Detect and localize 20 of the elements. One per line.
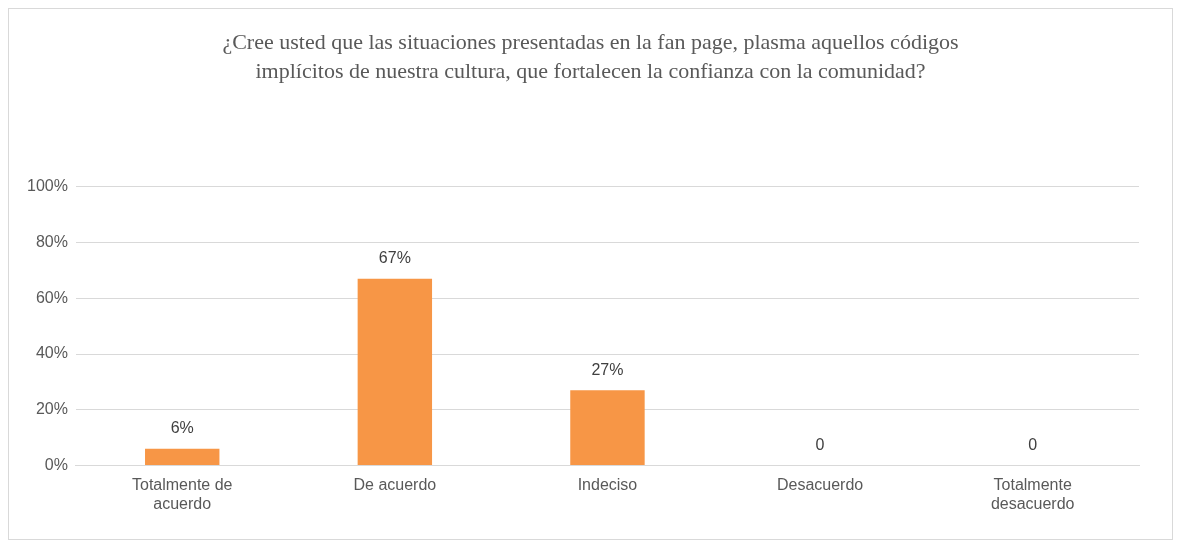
data-label: 0 — [1028, 436, 1038, 454]
y-tick-label: 60% — [35, 288, 68, 306]
bar — [357, 278, 433, 466]
y-tick-label: 100% — [27, 177, 68, 195]
x-tick-label: Totalmente de acuerdo — [131, 475, 233, 512]
bar — [145, 448, 220, 466]
x-tick-label: Desacuerdo — [776, 475, 864, 493]
y-tick-label: 0% — [44, 456, 68, 474]
x-tick-label: De acuerdo — [353, 475, 437, 493]
y-tick-label: 80% — [35, 232, 68, 250]
data-label: 0 — [815, 436, 825, 454]
y-tick-label: 20% — [35, 400, 68, 418]
chart-title: ¿Cree usted que las situaciones presentadas en la fan page, plasma aquellos códigos implícitos de nuestra cultura, que fortalecen la confianza con la comunidad? — [221, 28, 960, 85]
x-tick-label: Indeciso — [577, 475, 638, 493]
bar — [570, 390, 645, 466]
data-label: 6% — [170, 419, 194, 437]
x-tick-label: Totalmente desacuerdo — [990, 475, 1075, 512]
data-label: 67% — [378, 249, 411, 267]
data-label: 27% — [591, 360, 624, 378]
y-tick-label: 40% — [35, 344, 68, 362]
